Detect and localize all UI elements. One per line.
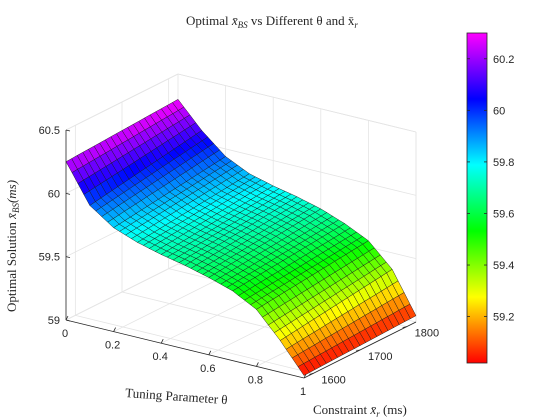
- x-tick: [113, 327, 116, 332]
- tick-labels: 0 0.2 0.4 0.6 0.8 1 1600 1700 1800 59 59.5 60 60.5: [39, 125, 440, 398]
- x-tick: [65, 315, 69, 321]
- colorbar-tick-label: 60.2: [493, 54, 514, 66]
- surface-plot: [65, 99, 417, 376]
- colorbar-tick-label: 59.8: [493, 157, 514, 169]
- z-tick: [65, 256, 71, 259]
- z-tick: [65, 192, 71, 195]
- x-tick-label: 1: [300, 386, 306, 398]
- z-tick-label: 59: [48, 315, 60, 327]
- x-tick-label: 0: [62, 328, 68, 340]
- colorbar-tick-label: 60: [493, 105, 505, 117]
- colorbar-tick-label: 59.4: [493, 260, 514, 272]
- x-tick-label: 0.6: [200, 363, 215, 375]
- colorbar-tick-label: 59.2: [493, 312, 514, 324]
- z-tick: [65, 129, 71, 132]
- z-tick-label: 60: [48, 188, 60, 200]
- z-tick-label: 60.5: [39, 125, 60, 137]
- x-tick-label: 0.8: [248, 374, 263, 386]
- y-axis-label: Constraint x̄r (ms): [313, 402, 407, 419]
- gridline: [75, 314, 314, 374]
- z-axis-label: Optimal Solution x̄BS(ms): [4, 180, 21, 312]
- x-tick: [208, 350, 212, 355]
- box-edge: [177, 73, 417, 133]
- box-edge: [65, 73, 179, 131]
- colorbar-tick-label: 59.6: [493, 208, 514, 220]
- colorbar: [466, 32, 488, 364]
- y-tick: [309, 372, 314, 375]
- chart-title: Optimal x̄BS vs Different θ and x̄r: [186, 13, 358, 30]
- y-tick: [402, 326, 407, 329]
- x-tick: [160, 339, 164, 344]
- z-tick: [65, 319, 71, 322]
- x-tick: [256, 362, 259, 367]
- x-tick-label: 0.4: [153, 351, 168, 363]
- z-tick-label: 59.5: [39, 252, 60, 264]
- x-tick-label: 0.2: [105, 340, 120, 352]
- x-tick: [303, 373, 307, 379]
- x-axis-label: Tuning Parameter θ: [125, 385, 228, 407]
- y-tick-label: 1700: [368, 351, 392, 363]
- y-tick-label: 1800: [415, 328, 439, 340]
- y-tick: [355, 349, 361, 352]
- y-tick-label: 1600: [321, 374, 345, 386]
- x-axis-line: [65, 319, 305, 379]
- surface-patch: [297, 363, 310, 376]
- colorbar-ticks: 59.2 59.4 59.6 59.8 60 60.2: [467, 54, 514, 324]
- gridline: [177, 136, 417, 196]
